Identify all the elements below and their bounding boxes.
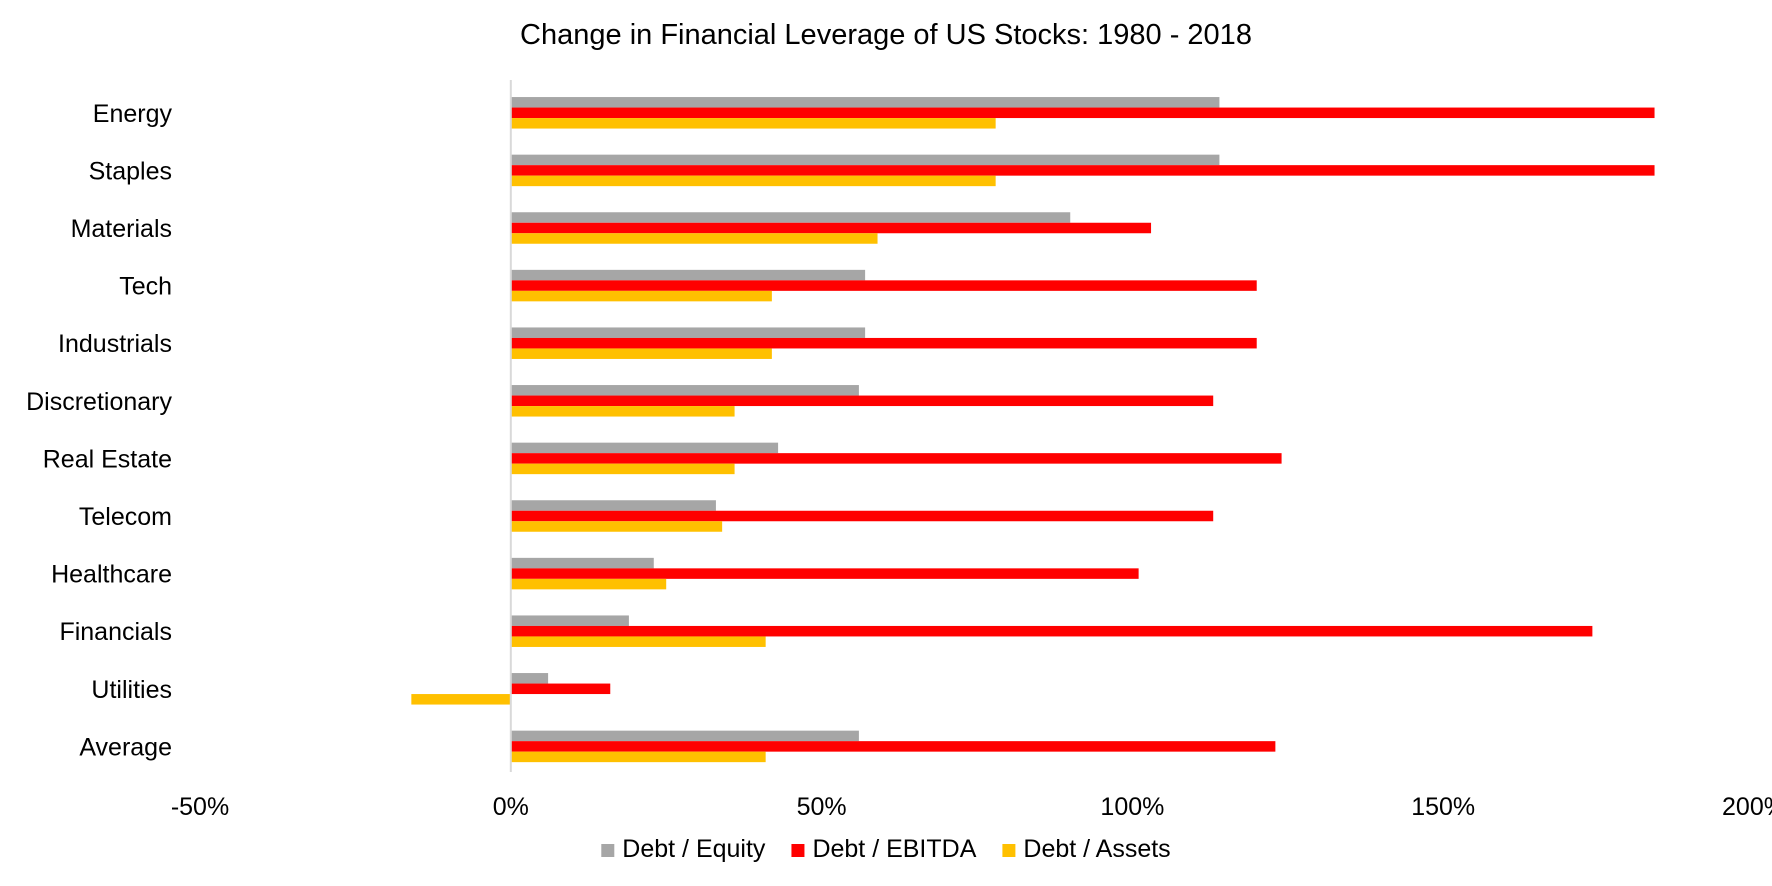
bar-real-estate-debt-assets [510,463,735,475]
legend-swatch-debt-assets [1002,844,1016,857]
bar-staples-debt-ebitda [510,165,1655,176]
bar-telecom-debt-equity [510,500,716,511]
bar-discretionary-debt-assets [510,406,735,417]
bar-discretionary-debt-ebitda [510,395,1214,407]
bar-healthcare-debt-ebitda [510,568,1139,579]
legend-item-debt-equity: Debt / Equity [601,835,766,863]
category-label-tech: Tech [119,273,172,301]
bar-healthcare-debt-assets [510,578,667,590]
bar-utilities-debt-ebitda [510,683,611,695]
bar-utilities-debt-assets [411,694,511,705]
legend-item-debt-assets: Debt / Assets [1002,835,1171,863]
bar-energy-debt-ebitda [510,107,1655,119]
bar-industrials-debt-equity [510,327,866,338]
x-tick-label: 100% [1100,793,1164,821]
x-tick-label: -50% [171,793,229,821]
bar-healthcare-debt-equity [510,557,654,569]
bar-tech-debt-equity [510,269,866,281]
bar-average-debt-assets [510,751,766,763]
bar-real-estate-debt-equity [510,442,779,454]
bar-financials-debt-equity [510,615,629,626]
category-label-energy: Energy [93,100,173,128]
legend-swatch-debt-equity [601,844,615,857]
bar-tech-debt-assets [510,290,772,302]
category-label-materials: Materials [71,215,172,243]
bar-discretionary-debt-equity [510,385,859,396]
category-label-utilities: Utilities [91,676,172,704]
category-label-financials: Financials [59,618,172,646]
legend-item-debt-ebitda: Debt / EBITDA [791,835,977,863]
bar-materials-debt-ebitda [510,222,1152,234]
category-label-discretionary: Discretionary [26,388,172,416]
bar-utilities-debt-equity [510,673,549,684]
bar-industrials-debt-assets [510,348,772,359]
category-label-average: Average [79,733,172,761]
bar-telecom-debt-assets [510,521,723,532]
legend-label-debt-assets: Debt / Assets [1023,835,1170,863]
bar-materials-debt-equity [510,212,1071,223]
legend: Debt / Equity Debt / EBITDA Debt / Assets [601,835,1171,863]
category-label-real-estate: Real Estate [43,445,172,473]
x-tick-label: 0% [493,793,529,821]
bar-financials-debt-ebitda [510,625,1593,637]
legend-label-debt-equity: Debt / Equity [622,835,766,863]
bar-staples-debt-equity [510,154,1220,166]
bar-industrials-debt-ebitda [510,337,1257,349]
bar-tech-debt-ebitda [510,280,1257,291]
legend-swatch-debt-ebitda [791,844,805,857]
bar-average-debt-ebitda [510,741,1276,752]
legend-label-debt-ebitda: Debt / EBITDA [812,835,976,863]
x-tick-label: 200% [1722,793,1772,821]
x-axis-tick-labels: -50% 0% 50% 100% 150% 200% [171,793,1772,821]
bar-average-debt-equity [510,730,859,742]
x-tick-label: 150% [1411,793,1475,821]
bar-staples-debt-assets [510,175,996,187]
category-label-telecom: Telecom [79,503,172,531]
category-labels: Energy Staples Materials Tech Industrials Dis… [26,100,172,762]
category-label-healthcare: Healthcare [51,561,172,589]
category-label-staples: Staples [89,157,172,185]
category-label-industrials: Industrials [58,330,172,358]
bar-real-estate-debt-ebitda [510,453,1282,464]
bar-energy-debt-assets [510,118,996,129]
bar-telecom-debt-ebitda [510,510,1214,522]
bar-energy-debt-equity [510,97,1220,108]
bar-materials-debt-assets [510,233,878,244]
bar-financials-debt-assets [510,636,766,647]
bars-layer [411,97,1655,763]
x-tick-label: 50% [797,793,847,821]
chart-title: Change in Financial Leverage of US Stock… [520,19,1252,51]
